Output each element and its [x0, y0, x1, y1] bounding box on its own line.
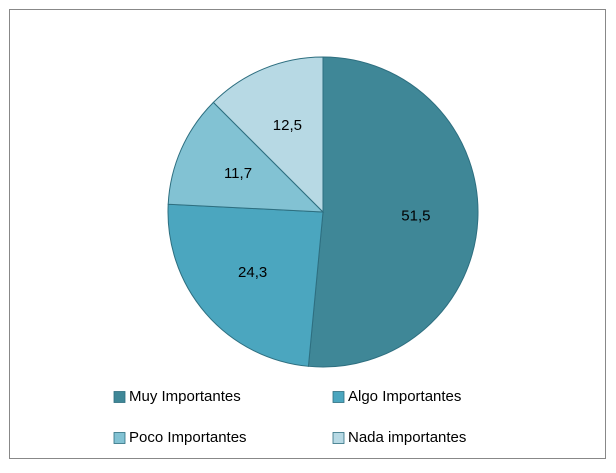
legend-swatch	[332, 391, 345, 403]
data-label: 51,5	[401, 207, 430, 224]
pie-slice	[307, 56, 479, 368]
data-label: 24,3	[238, 264, 267, 281]
data-label: 12,5	[273, 117, 302, 134]
data-label: 11,7	[224, 165, 252, 182]
legend-swatch	[113, 432, 126, 444]
pie-slice	[167, 101, 325, 213]
legend-label: Nada importantes	[348, 429, 466, 446]
pie-slice	[167, 203, 324, 367]
legend-swatch	[332, 432, 345, 444]
pie-slice	[212, 56, 324, 214]
legend-swatch	[113, 391, 126, 403]
legend-label: Muy Importantes	[129, 388, 241, 405]
legend-label: Algo Importantes	[348, 388, 461, 405]
legend-label: Poco Importantes	[129, 429, 247, 446]
